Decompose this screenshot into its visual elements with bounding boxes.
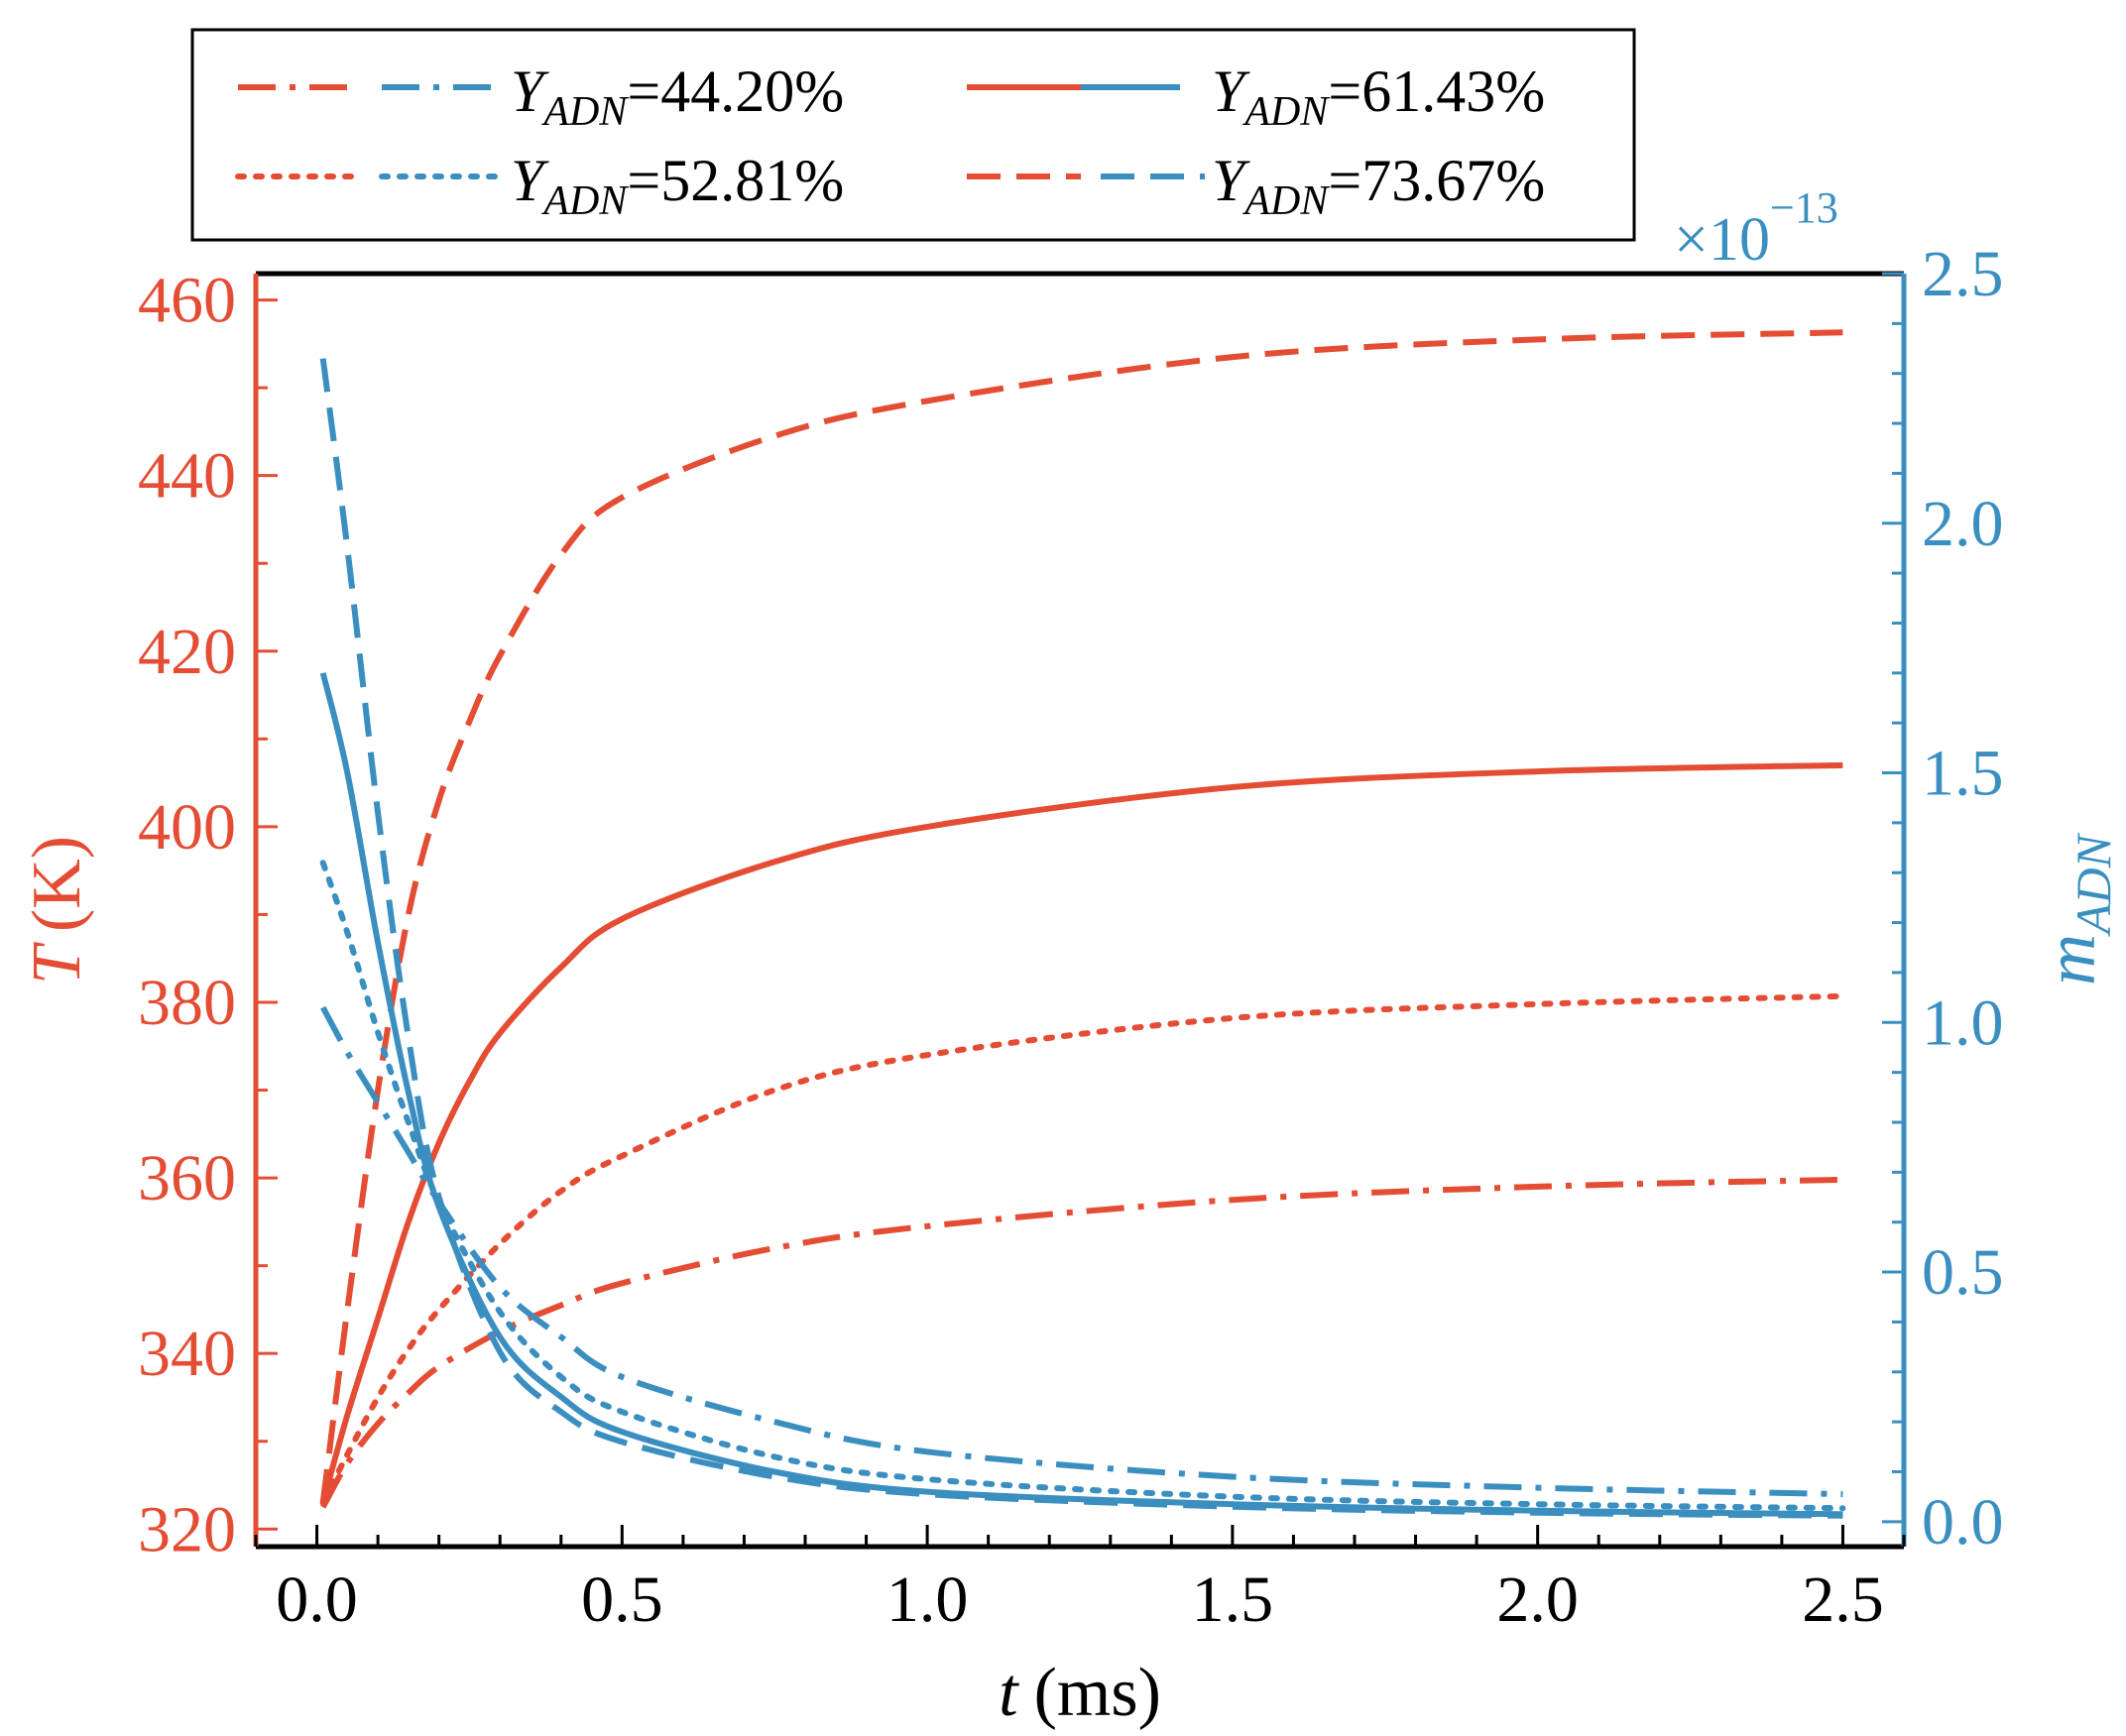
y-right-tick-label: 1.5 [1922, 738, 2004, 810]
axes-frame [253, 271, 1907, 1550]
y-left-tick-label: 320 [138, 1493, 236, 1565]
legend-box [190, 28, 1636, 242]
series-line-temperature-solid [319, 761, 1843, 1504]
ticks-layer: 0.0 0.5 1.0 1.5 2.0 2.5 320 340 360 380 400 420 440 4… [138, 238, 2004, 1636]
y-left-tick-label: 400 [138, 791, 236, 864]
y-left-axis-title: T(K) [19, 836, 95, 984]
x-axis-title: t (ms) [999, 1655, 1161, 1731]
y-left-tick-label: 440 [138, 440, 236, 513]
y-right-tick-label: 1.0 [1922, 986, 2004, 1059]
legend-label: YADN=73.67% [1212, 148, 1545, 224]
y-left-tick-label: 380 [138, 967, 236, 1039]
legend-label: YADN=61.43% [1212, 58, 1545, 135]
series-line-mass-solid [319, 672, 1843, 1518]
legend-label: YADN=52.81% [511, 148, 844, 224]
y-right-tick-label: 0.5 [1922, 1236, 2004, 1309]
legend-entry-dashdot: YADN=44.20% [238, 58, 844, 135]
y-left-tick-label: 420 [138, 616, 236, 688]
y-right-tick-label: 2.0 [1922, 488, 2004, 560]
series-layer [319, 329, 1846, 1519]
series-line-temperature-dashdot [320, 1176, 1843, 1509]
y-left-tick-label: 360 [138, 1142, 236, 1215]
series-line-temperature-dotted [319, 992, 1846, 1506]
legend-label: YADN=44.20% [511, 58, 844, 135]
y-left-tick-label: 340 [138, 1318, 236, 1390]
legend-entry-solid: YADN=61.43% [967, 58, 1545, 135]
legend: YADN=44.20% YADN=61.43% YADN=52.81% YADN=73… [190, 28, 1636, 242]
x-tick-label: 0.5 [581, 1563, 663, 1636]
series-line-mass-dashed [319, 358, 1843, 1519]
x-tick-label: 2.0 [1496, 1563, 1579, 1636]
legend-entry-dotted: YADN=52.81% [235, 148, 844, 224]
legend-entry-dashed: YADN=73.67% [967, 148, 1545, 224]
y-left-tick-label: 460 [138, 265, 236, 337]
series-line-mass-dashdot [320, 1005, 1843, 1498]
y-right-tick-label: 2.5 [1922, 238, 2004, 310]
x-tick-label: 1.0 [886, 1563, 969, 1636]
x-tick-label: 0.0 [276, 1563, 358, 1636]
x-tick-label: 1.5 [1192, 1563, 1274, 1636]
right-axis-multiplier: ×10−13 [1674, 183, 1838, 274]
y-right-tick-label: 0.0 [1922, 1486, 2004, 1559]
y-right-axis-title: mADN [2031, 832, 2121, 985]
x-tick-label: 2.5 [1802, 1563, 1884, 1636]
series-line-temperature-dashed [319, 329, 1843, 1504]
series-line-mass-dotted [319, 860, 1846, 1512]
